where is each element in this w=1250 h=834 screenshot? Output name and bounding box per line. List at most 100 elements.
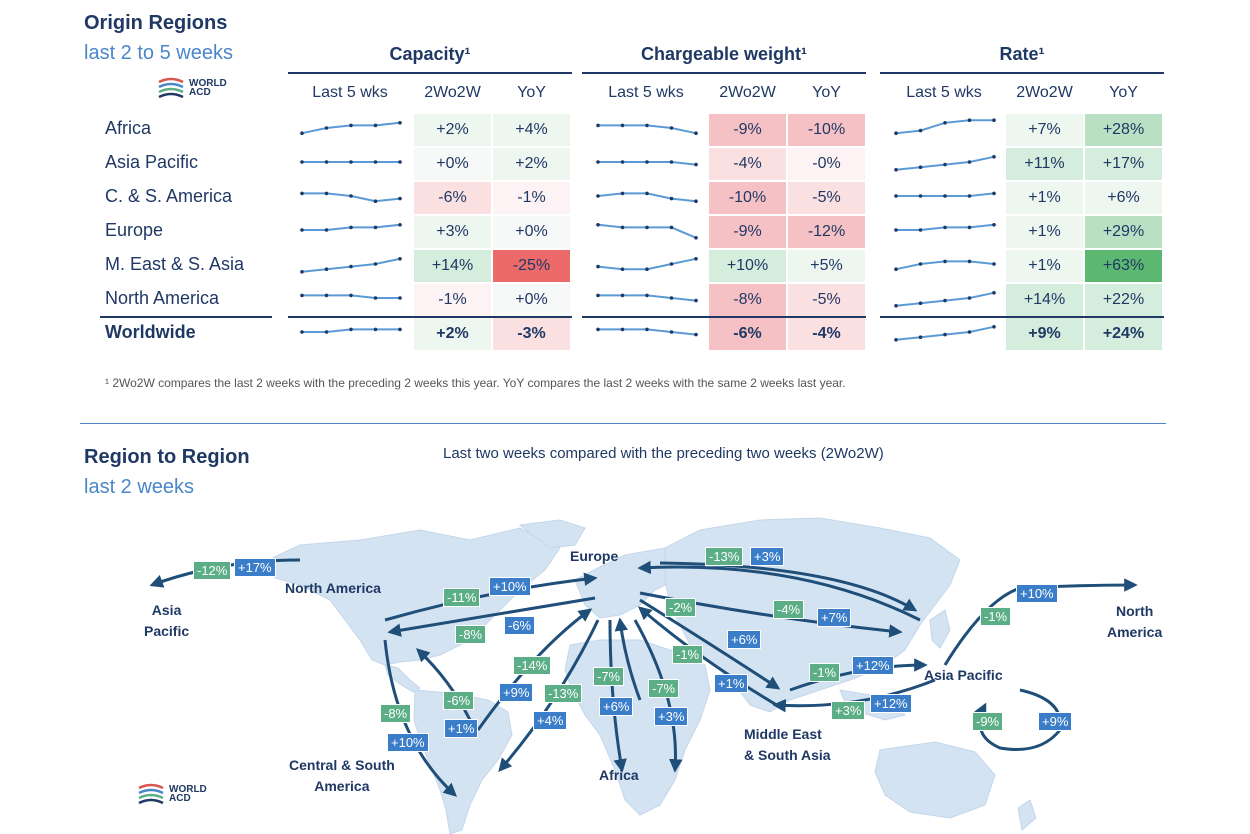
sparkline-point: [324, 330, 329, 334]
sparkline-point: [324, 293, 329, 298]
sparkline-point: [349, 293, 353, 298]
flow-value-na-ap-2: +17%: [234, 558, 276, 577]
flow-value-na-eu-1: -11%: [443, 588, 481, 607]
sparkline-point: [694, 257, 698, 261]
map-label-north-america-right: North America: [1107, 603, 1163, 640]
subhead-weight-2wo2w: 2Wo2W: [719, 84, 776, 101]
sparkline: [300, 121, 402, 135]
sparkline-point: [918, 301, 923, 305]
value-cell: +22%: [1085, 284, 1162, 316]
flow-value-me-eu-1: -1%: [672, 645, 704, 664]
arrow-af-to-eu: [614, 617, 642, 701]
sparkline: [596, 191, 698, 203]
sparkline-point: [669, 196, 674, 201]
sparkline-point: [620, 123, 625, 128]
sparkline-point: [349, 327, 353, 332]
value-cell: -3%: [493, 318, 570, 350]
sparkline-point: [894, 131, 898, 135]
sparkline-point: [620, 160, 625, 164]
logo-bottom-line-1: WORLD: [169, 784, 207, 795]
landmass-africa: [564, 639, 711, 816]
sparkline-point: [694, 332, 698, 337]
value-cell: -5%: [788, 182, 865, 214]
arrow-eu-to-me: [639, 598, 781, 690]
flow-value-na-csa-1: -8%: [380, 704, 412, 723]
sparkline-point: [596, 327, 600, 332]
value-cell: +5%: [788, 250, 865, 282]
subhead-capacity-2wo2w: 2Wo2W: [424, 84, 481, 101]
sparkline-point: [967, 259, 972, 264]
sparkline-point: [300, 191, 304, 196]
row-label-north-america: North America: [105, 288, 220, 308]
sparkline-point: [645, 123, 649, 128]
subhead-capacity-yoy: YoY: [517, 84, 546, 101]
map-caption: Last two weeks compared with the precedi…: [443, 445, 884, 462]
sparkline-point: [398, 121, 402, 125]
value-cell: -8%: [709, 284, 786, 316]
group-underline-chargeable-weight: [582, 72, 866, 74]
sparkline: [596, 327, 698, 337]
sparkline-point: [324, 267, 329, 271]
r2r-title: Region to Region: [84, 446, 250, 468]
landmass-new-zealand: [1017, 799, 1037, 831]
flow-value-me-ap-1: -1%: [809, 663, 841, 682]
sparkline-point: [943, 332, 947, 337]
sparkline-point: [918, 335, 923, 339]
sparkline-point: [894, 168, 898, 172]
sparkline-point: [620, 327, 625, 332]
logo-line-2: ACD: [189, 87, 211, 98]
sparkline: [300, 160, 402, 164]
value-cell: +24%: [1085, 318, 1162, 350]
sparkline-point: [398, 223, 402, 227]
value-cell: +2%: [493, 148, 570, 180]
sparkline-point: [398, 257, 402, 261]
arrow-ap-intra: [974, 688, 1062, 752]
sparkline-point: [918, 262, 923, 266]
sparkline-point: [992, 223, 996, 227]
value-cell: +17%: [1085, 148, 1162, 180]
value-cell: +4%: [493, 114, 570, 146]
sparkline: [894, 291, 996, 308]
group-underline-capacity: [288, 72, 572, 74]
arrow-ap-to-eu: [637, 560, 921, 622]
subhead-rate-last5: Last 5 wks: [906, 84, 982, 101]
sparkline-point: [349, 264, 353, 269]
flow-value-csa-na-1: -6%: [443, 691, 475, 710]
logo-bottom-line-2: ACD: [169, 793, 191, 804]
sparkline-point: [596, 223, 600, 227]
value-cell: -9%: [709, 114, 786, 146]
group-title-capacity: Capacity¹: [389, 44, 471, 64]
value-cell: -5%: [788, 284, 865, 316]
flow-value-eu-af-1: -7%: [593, 667, 625, 686]
arrow-eu-to-ap: [659, 561, 918, 612]
sparkline-point: [596, 123, 600, 128]
value-cell: -10%: [709, 182, 786, 214]
sparkline-point: [596, 194, 600, 198]
sparkline: [300, 257, 402, 274]
subhead-weight-yoy: YoY: [812, 84, 841, 101]
flow-value-af-eu-1: -7%: [648, 679, 680, 698]
worldwide-separator: [880, 316, 1164, 318]
sparkline: [894, 191, 996, 198]
value-cell: +6%: [1085, 182, 1162, 214]
sparkline-point: [967, 225, 972, 230]
sparkline-point: [669, 262, 674, 266]
sparkline: [300, 191, 402, 203]
sparkline: [894, 325, 996, 342]
flow-value-ap-eu-2: +7%: [817, 608, 852, 627]
flow-value-csa-eu-1: -14%: [513, 656, 552, 675]
sparkline-point: [669, 296, 674, 300]
sparkline-point: [373, 160, 378, 164]
sparkline-point: [373, 225, 378, 230]
sparkline-point: [694, 236, 698, 240]
sparkline: [596, 123, 698, 135]
flow-value-ap-ap-2: +9%: [1038, 712, 1073, 731]
r2r-subtitle: last 2 weeks: [84, 476, 195, 498]
value-cell: -9%: [709, 216, 786, 248]
sparkline-point: [645, 293, 649, 298]
sparkline-point: [398, 196, 402, 201]
sparkline-point: [894, 228, 898, 232]
value-cell: +10%: [709, 250, 786, 282]
sparkline-point: [992, 118, 996, 122]
map-label-north-america: North America: [285, 580, 381, 596]
